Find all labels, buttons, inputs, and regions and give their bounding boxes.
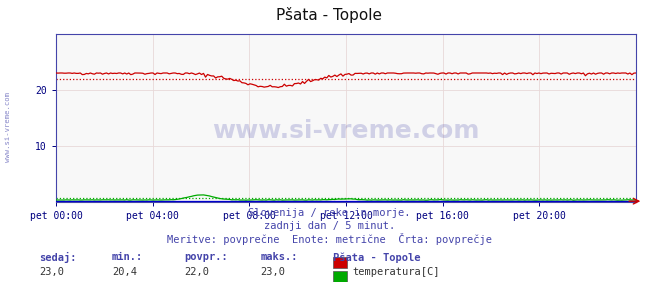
Bar bbox=[333, 271, 347, 282]
Text: Slovenija / reke in morje.: Slovenija / reke in morje. bbox=[248, 208, 411, 218]
Text: www.si-vreme.com: www.si-vreme.com bbox=[212, 119, 480, 143]
Text: zadnji dan / 5 minut.: zadnji dan / 5 minut. bbox=[264, 221, 395, 230]
Text: 20,4: 20,4 bbox=[112, 267, 137, 277]
Text: temperatura[C]: temperatura[C] bbox=[353, 267, 440, 277]
Text: povpr.:: povpr.: bbox=[185, 252, 228, 262]
Text: 23,0: 23,0 bbox=[260, 267, 285, 277]
Text: 22,0: 22,0 bbox=[185, 267, 210, 277]
Bar bbox=[333, 257, 347, 268]
Text: sedaj:: sedaj: bbox=[40, 252, 77, 263]
Text: min.:: min.: bbox=[112, 252, 143, 262]
Text: 23,0: 23,0 bbox=[40, 267, 65, 277]
Text: maks.:: maks.: bbox=[260, 252, 298, 262]
Text: Pšata - Topole: Pšata - Topole bbox=[277, 7, 382, 23]
Text: Pšata - Topole: Pšata - Topole bbox=[333, 252, 420, 263]
Text: www.si-vreme.com: www.si-vreme.com bbox=[5, 92, 11, 162]
Text: Meritve: povprečne  Enote: metrične  Črta: povprečje: Meritve: povprečne Enote: metrične Črta:… bbox=[167, 233, 492, 245]
